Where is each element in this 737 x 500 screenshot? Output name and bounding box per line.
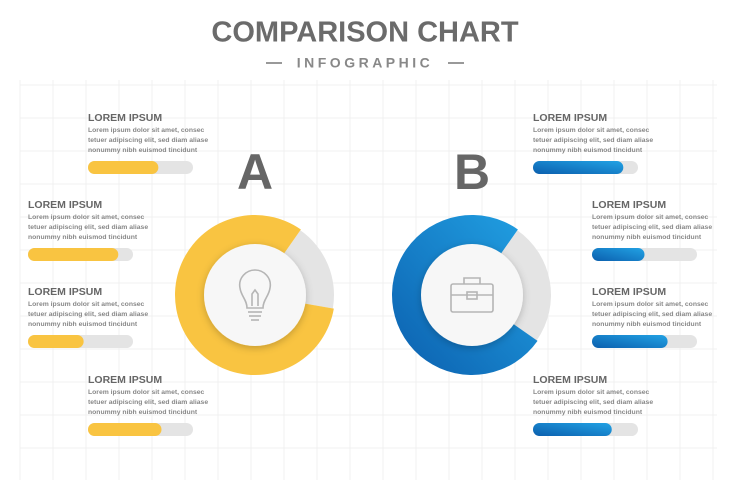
item-text: nonummy nibh euismod tincidunt — [533, 147, 643, 154]
panel-label: B — [454, 144, 490, 200]
item-text: nonummy nibh euismod tincidunt — [28, 234, 138, 241]
bar-fill — [88, 423, 162, 436]
item-text: Lorem ipsum dolor sit amet, consec — [88, 127, 205, 134]
donut-segment — [175, 215, 334, 375]
item-text: Lorem ipsum dolor sit amet, consec — [28, 301, 145, 308]
donut-center — [204, 244, 306, 346]
item-text: tetuer adipiscing elit, sed diam aliase — [592, 311, 712, 318]
item-text: nonummy nibh euismod tincidunt — [592, 321, 702, 328]
bar-fill — [533, 161, 624, 174]
item-text: tetuer adipiscing elit, sed diam aliase — [533, 137, 653, 144]
item-text: Lorem ipsum dolor sit amet, consec — [28, 214, 145, 221]
bar-fill — [28, 248, 119, 261]
bar-fill — [88, 161, 159, 174]
item-title: LOREM IPSUM — [28, 199, 102, 211]
item-text: tetuer adipiscing elit, sed diam aliase — [28, 224, 148, 231]
icons — [238, 269, 494, 321]
bar-fill — [533, 423, 612, 436]
item-title: LOREM IPSUM — [88, 112, 162, 124]
panel: B LOREM IPSUM Lorem ipsum dolor sit amet, … — [391, 112, 712, 436]
item-text: tetuer adipiscing elit, sed diam aliase — [533, 399, 653, 406]
item-text: tetuer adipiscing elit, sed diam aliase — [88, 399, 208, 406]
item-text: Lorem ipsum dolor sit amet, consec — [592, 214, 709, 221]
item-title: LOREM IPSUM — [533, 374, 607, 386]
item-title: LOREM IPSUM — [533, 112, 607, 124]
bar-fill — [592, 248, 645, 261]
item-text: tetuer adipiscing elit, sed diam aliase — [592, 224, 712, 231]
item-text: nonummy nibh euismod tincidunt — [592, 234, 702, 241]
item-text: nonummy nibh euismod tincidunt — [28, 321, 138, 328]
item-text: nonummy nibh euismod tincidunt — [88, 147, 198, 154]
item-title: LOREM IPSUM — [592, 199, 666, 211]
item-text: Lorem ipsum dolor sit amet, consec — [533, 389, 650, 396]
lightbulb-icon — [238, 269, 272, 321]
item-text: tetuer adipiscing elit, sed diam aliase — [88, 137, 208, 144]
item-text: nonummy nibh euismod tincidunt — [533, 409, 643, 416]
item-text: Lorem ipsum dolor sit amet, consec — [88, 389, 205, 396]
subtitle: INFOGRAPHIC — [297, 55, 434, 71]
item-text: nonummy nibh euismod tincidunt — [88, 409, 198, 416]
title: COMPARISON CHART — [211, 17, 518, 49]
donut-remainder — [277, 230, 334, 309]
panel: A LOREM IPSUM Lorem ipsum dolor sit amet, … — [28, 112, 334, 436]
item-title: LOREM IPSUM — [28, 286, 102, 298]
panels: A LOREM IPSUM Lorem ipsum dolor sit amet, … — [28, 112, 712, 436]
item-text: Lorem ipsum dolor sit amet, consec — [533, 127, 650, 134]
panel-label: A — [237, 144, 273, 200]
item-text: Lorem ipsum dolor sit amet, consec — [592, 301, 709, 308]
briefcase-icon — [450, 277, 494, 313]
bar-fill — [592, 335, 668, 348]
item-title: LOREM IPSUM — [592, 286, 666, 298]
bar-fill — [28, 335, 84, 348]
item-title: LOREM IPSUM — [88, 374, 162, 386]
item-text: tetuer adipiscing elit, sed diam aliase — [28, 311, 148, 318]
